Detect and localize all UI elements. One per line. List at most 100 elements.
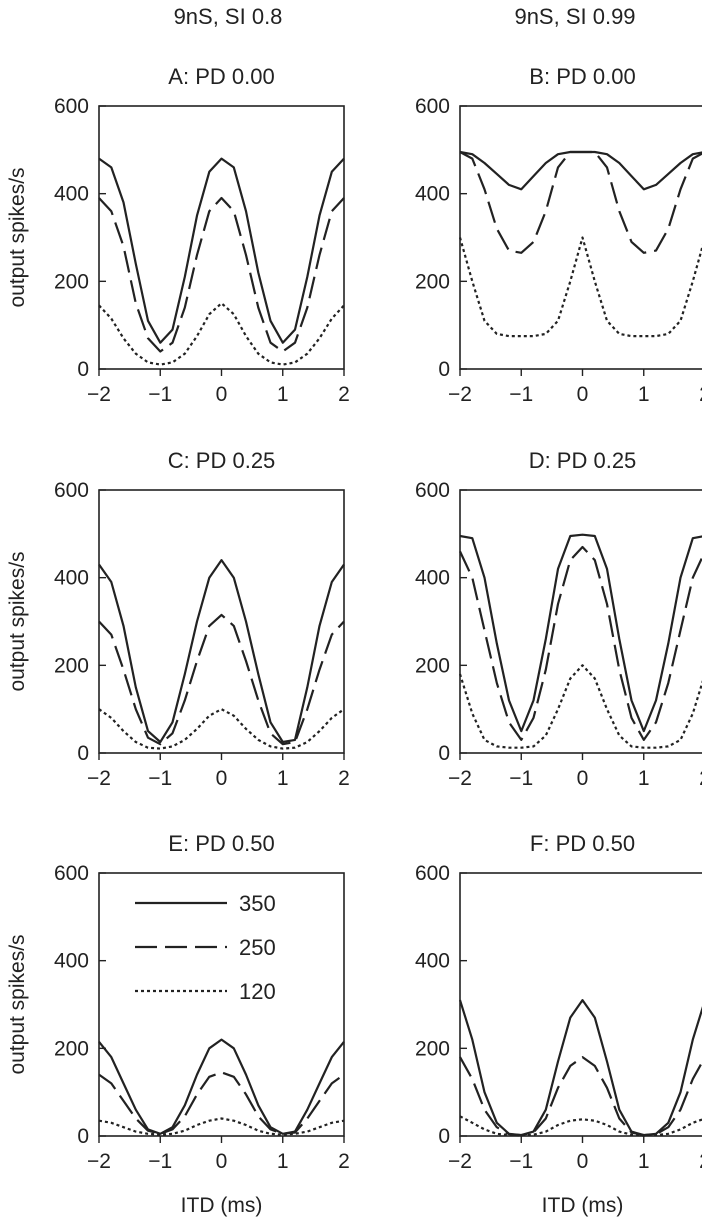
panel-b: B: PD 0.00 0 200 400 600 −2 −1 0 1 2 (415, 64, 702, 406)
y-tick-label: 0 (77, 358, 89, 381)
y-axis-label: output spikes/s (6, 167, 29, 307)
plot-frame (98, 489, 345, 754)
series-line-250 (459, 545, 702, 742)
x-tick-label: 1 (638, 383, 650, 406)
x-tick-label: −1 (148, 1150, 172, 1173)
series-line-350 (98, 1038, 345, 1135)
y-axis-label: output spikes/s (6, 551, 29, 691)
x-tick-label: −2 (448, 383, 472, 406)
series-line-350 (459, 150, 702, 191)
plot-frame (98, 872, 345, 1137)
legend-label-120: 120 (239, 979, 276, 1004)
legend-label-250: 250 (239, 935, 276, 960)
x-tick-label: −2 (448, 1150, 472, 1173)
panel-title-f: F: PD 0.50 (530, 831, 635, 856)
x-tick-label: 2 (699, 767, 702, 790)
x-tick-label: 2 (699, 383, 702, 406)
plot-frame (98, 105, 345, 370)
y-tick-label: 0 (77, 1125, 89, 1148)
x-tick-label: 1 (277, 767, 289, 790)
series-line-120 (458, 664, 702, 749)
y-tick-label: 200 (415, 654, 450, 677)
series-line-120 (98, 708, 345, 750)
x-tick-label: −2 (87, 383, 111, 406)
y-tick-label: 200 (415, 270, 450, 293)
y-tick-label: 200 (54, 270, 89, 293)
series-line-250 (98, 613, 345, 746)
series-line-350 (459, 533, 702, 733)
x-tick-label: 2 (338, 767, 350, 790)
panel-d: D: PD 0.25 0 200 400 600 −2 −1 0 1 2 (415, 448, 702, 790)
panel-e: E: PD 0.50 0 200 400 600 −2 −1 0 1 2 output spikes… (6, 831, 350, 1217)
legend: 350 250 120 (135, 891, 276, 1004)
x-tick-label: 2 (338, 383, 350, 406)
series-line-250 (459, 150, 702, 254)
x-tick-label: 1 (277, 383, 289, 406)
y-tick-label: 200 (54, 654, 89, 677)
panel-a: A: PD 0.00 0 200 400 600 −2 −1 0 1 2 output spikes… (6, 64, 350, 406)
y-tick-label: 600 (54, 479, 89, 502)
series-line-120 (98, 1117, 345, 1136)
y-tick-label: 0 (77, 742, 89, 765)
y-tick-label: 600 (54, 95, 89, 118)
x-axis-label: ITD (ms) (542, 1194, 624, 1217)
column-header-right: 9nS, SI 0.99 (514, 4, 635, 29)
panel-title-b: B: PD 0.00 (529, 64, 635, 89)
panel-title-d: D: PD 0.25 (529, 448, 637, 473)
y-tick-label: 400 (415, 950, 450, 973)
series-line-250 (98, 196, 345, 353)
panel-title-a: A: PD 0.00 (168, 64, 274, 89)
x-tick-label: 0 (216, 1150, 228, 1173)
x-tick-label: 0 (577, 767, 589, 790)
y-tick-label: 0 (438, 358, 450, 381)
x-axis-label: ITD (ms) (181, 1194, 263, 1217)
series-line-250 (459, 1055, 702, 1137)
legend-label-350: 350 (239, 891, 276, 916)
series-line-350 (98, 558, 345, 744)
x-tick-label: 0 (577, 1150, 589, 1173)
x-tick-label: 1 (638, 767, 650, 790)
y-tick-label: 600 (415, 862, 450, 885)
x-tick-label: −1 (148, 767, 172, 790)
x-tick-label: −1 (509, 1150, 533, 1173)
panel-title-c: C: PD 0.25 (168, 448, 276, 473)
y-axis-label: output spikes/s (6, 934, 29, 1074)
x-tick-label: −2 (87, 1150, 111, 1173)
x-tick-label: 2 (699, 1150, 702, 1173)
column-header-left: 9nS, SI 0.8 (174, 4, 283, 29)
plot-frame (459, 872, 702, 1137)
panel-c: C: PD 0.25 0 200 400 600 −2 −1 0 1 2 output spikes… (6, 448, 350, 790)
y-tick-label: 200 (415, 1037, 450, 1060)
series-line-120 (98, 302, 345, 366)
series-line-350 (98, 157, 345, 344)
x-tick-label: −1 (509, 767, 533, 790)
x-tick-label: −1 (148, 383, 172, 406)
x-tick-label: −2 (448, 767, 472, 790)
plot-frame (459, 489, 702, 754)
series-line-350 (458, 998, 702, 1137)
y-tick-label: 600 (54, 862, 89, 885)
x-tick-label: 1 (277, 1150, 289, 1173)
x-tick-label: 0 (216, 383, 228, 406)
x-tick-label: 0 (577, 383, 589, 406)
y-tick-label: 400 (54, 950, 89, 973)
y-tick-label: 400 (415, 567, 450, 590)
y-tick-label: 400 (54, 183, 89, 206)
y-tick-label: 600 (415, 95, 450, 118)
series-line-120 (459, 1115, 702, 1137)
y-tick-label: 0 (438, 1125, 450, 1148)
x-tick-label: −2 (87, 767, 111, 790)
panel-f: F: PD 0.50 0 200 400 600 −2 −1 0 1 2 ITD (ms) (415, 831, 702, 1217)
plot-frame (459, 105, 702, 370)
series-line-250 (98, 1071, 345, 1135)
y-tick-label: 600 (415, 479, 450, 502)
y-tick-label: 400 (415, 183, 450, 206)
y-tick-label: 200 (54, 1037, 89, 1060)
x-tick-label: −1 (509, 383, 533, 406)
x-tick-label: 1 (638, 1150, 650, 1173)
x-tick-label: 2 (338, 1150, 350, 1173)
x-tick-label: 0 (216, 767, 228, 790)
panel-title-e: E: PD 0.50 (168, 831, 274, 856)
